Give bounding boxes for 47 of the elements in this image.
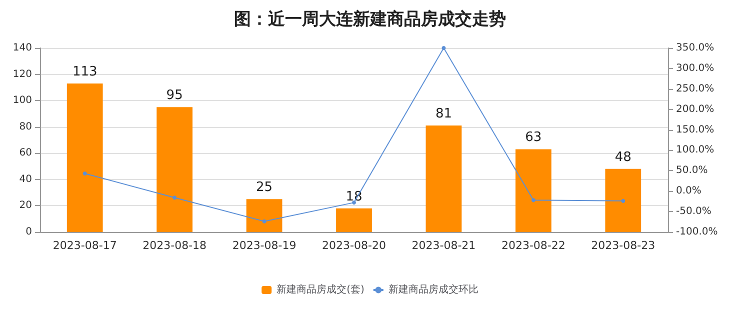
- point: [531, 198, 536, 202]
- data-label: 48: [614, 150, 632, 165]
- bar: [156, 107, 193, 232]
- y-tick-label: 40: [19, 174, 32, 185]
- data-label: 63: [525, 130, 542, 146]
- chart-title: 图：近一周大连新建商品房成交走势: [234, 10, 506, 30]
- point: [621, 198, 626, 203]
- y-tick-label: 120: [12, 68, 32, 80]
- point: [82, 172, 87, 176]
- legend-label: 新建商品房成交(套): [276, 284, 364, 296]
- y2-tick-label: 250.0%: [676, 83, 714, 94]
- legend-label: 新建商品房成交环比: [388, 284, 478, 296]
- y2-tick-label: 200.0%: [676, 104, 714, 115]
- x-tick-label: 2023-08-22: [501, 239, 566, 252]
- x-tick-label: 2023-08-21: [412, 239, 476, 252]
- bar: [246, 199, 282, 232]
- y-tick-label: 100: [12, 95, 32, 106]
- y2-tick-label: 150.0%: [676, 124, 714, 136]
- y-tick-label: 80: [19, 121, 32, 132]
- y2-tick-label: -50.0%: [676, 206, 712, 218]
- y2-tick-label: 50.0%: [676, 165, 708, 176]
- point: [262, 219, 266, 224]
- x-tick-label: 2023-08-17: [52, 239, 117, 252]
- data-label: 113: [72, 64, 98, 80]
- y2-tick-label: 300.0%: [676, 62, 714, 74]
- point: [442, 46, 446, 50]
- data-label: 95: [166, 88, 183, 104]
- data-label: 25: [256, 180, 273, 196]
- y2-tick-label: 350.0%: [676, 42, 714, 54]
- y2-tick-label: 0.0%: [676, 186, 702, 197]
- bar: [66, 83, 103, 232]
- bar: [605, 168, 642, 232]
- bar: [515, 149, 552, 232]
- point: [172, 196, 177, 200]
- y2-tick-label: 100.0%: [676, 144, 714, 156]
- y-tick-label: 140: [12, 42, 32, 54]
- x-tick-label: 2023-08-23: [591, 239, 656, 252]
- y-tick-label: 60: [19, 148, 32, 159]
- x-tick-label: 2023-08-18: [142, 239, 207, 252]
- y2-tick-label: -100.0%: [676, 226, 718, 238]
- x-tick-label: 2023-08-20: [322, 239, 386, 252]
- data-label: 81: [435, 106, 452, 122]
- y-tick-label: 20: [19, 200, 32, 212]
- y-tick-label: 0: [26, 226, 32, 238]
- x-tick-label: 2023-08-19: [232, 239, 296, 252]
- bar: [336, 208, 372, 232]
- bar: [426, 126, 462, 232]
